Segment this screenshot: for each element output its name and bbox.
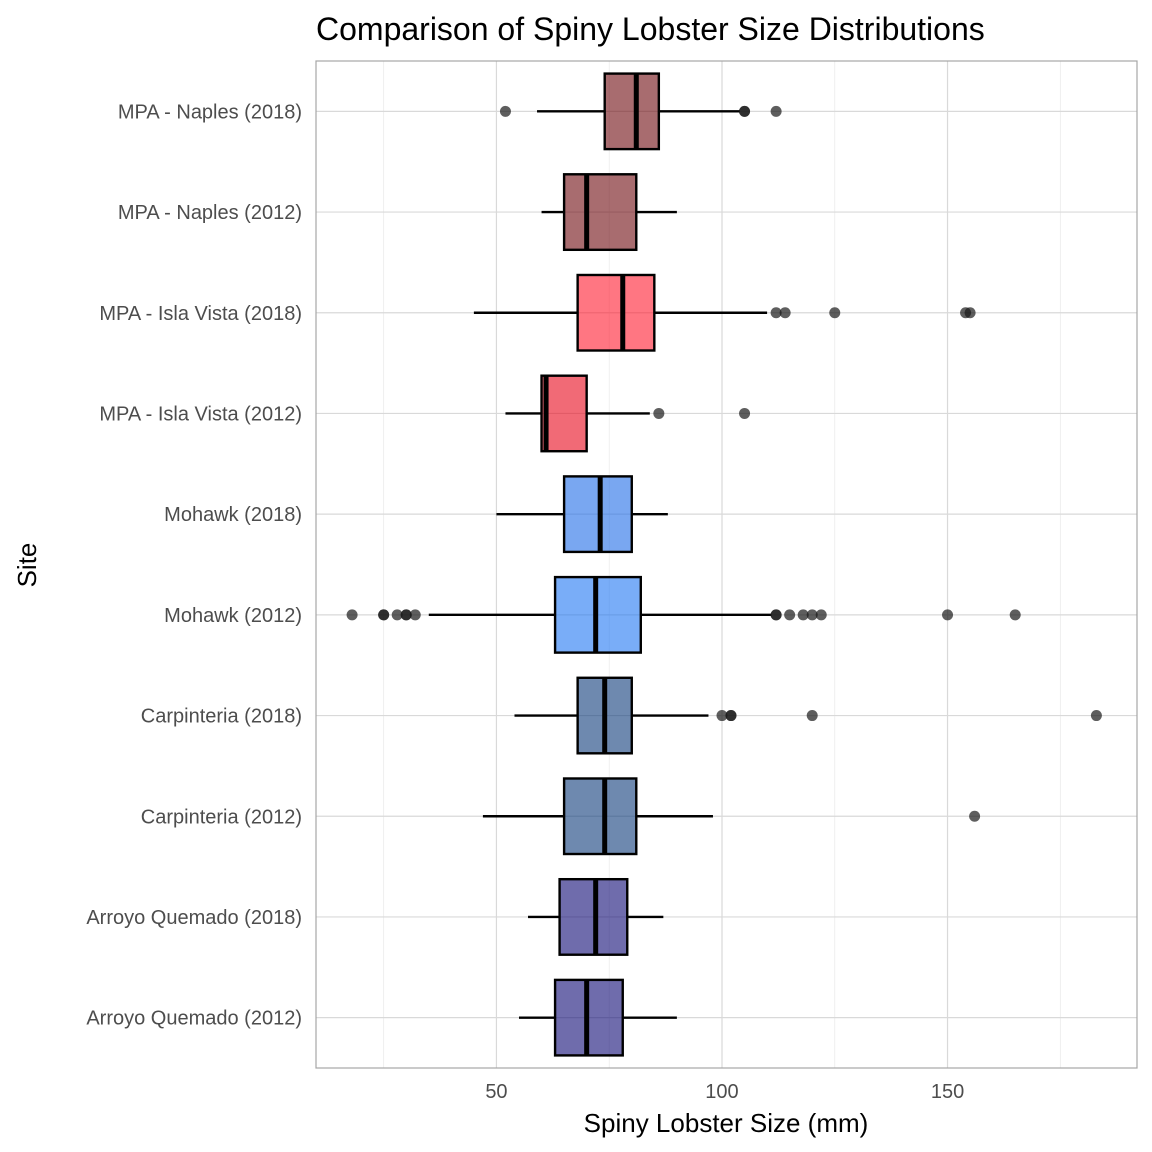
x-axis-title: Spiny Lobster Size (mm) [584,1108,869,1138]
y-tick-label: MPA - Isla Vista (2018) [99,303,302,325]
chart-title: Comparison of Spiny Lobster Size Distrib… [316,11,985,47]
y-tick-label: Carpinteria (2018) [141,706,302,728]
outlier-point [770,609,782,621]
y-tick-label: Carpinteria (2012) [141,806,302,828]
box-group [482,777,981,856]
outlier-point [739,105,751,117]
box-iqr [562,173,638,252]
x-tick-label: 100 [705,1081,738,1103]
outlier-point [784,609,796,621]
outlier-point [797,609,809,621]
outlier-point [739,407,751,419]
outlier-point [815,609,827,621]
y-tick-label: Arroyo Quemado (2018) [86,907,302,929]
outlier-point [770,105,782,117]
y-tick-label: MPA - Naples (2012) [118,202,302,224]
y-axis-title: Site [12,543,42,588]
panel-border [315,60,1138,1069]
outlier-point [653,407,665,419]
box-iqr [603,72,661,151]
outlier-point [1009,609,1021,621]
box-group [514,676,1102,755]
outlier-point [378,609,390,621]
box-group [518,978,677,1057]
outlier-point [400,609,412,621]
y-tick-label: MPA - Isla Vista (2012) [99,403,302,425]
outlier-point [829,307,841,319]
y-tick-label: Arroyo Quemado (2012) [86,1008,302,1030]
outlier-point [806,710,818,722]
box-group [473,273,976,352]
outlier-point [964,307,976,319]
outlier-point [779,307,791,319]
box-iqr [562,777,638,856]
box-group [505,374,751,453]
outlier-point [725,710,737,722]
outlier-point [1090,710,1102,722]
outlier-point [346,609,358,621]
outlier-point [942,609,954,621]
x-tick-label: 50 [485,1081,507,1103]
outlier-point [969,810,981,822]
outlier-point [806,609,818,621]
outlier-point [499,105,511,117]
outlier-point [716,710,728,722]
x-tick-label: 150 [931,1081,964,1103]
box-iqr [576,273,656,352]
outlier-point [391,609,403,621]
y-tick-label: Mohawk (2018) [164,504,302,526]
box-group [499,72,782,151]
outlier-point [770,307,782,319]
y-tick-label: Mohawk (2012) [164,605,302,627]
box-group [541,173,677,252]
box-iqr [540,374,588,453]
plot-area: Arroyo Quemado (2012) Arroyo Quemado (201… [86,60,1138,1103]
outlier-point [409,609,421,621]
box-group [528,877,664,956]
box-group [496,475,668,554]
box-group [346,575,1021,654]
y-tick-label: MPA - Naples (2018) [118,101,302,123]
